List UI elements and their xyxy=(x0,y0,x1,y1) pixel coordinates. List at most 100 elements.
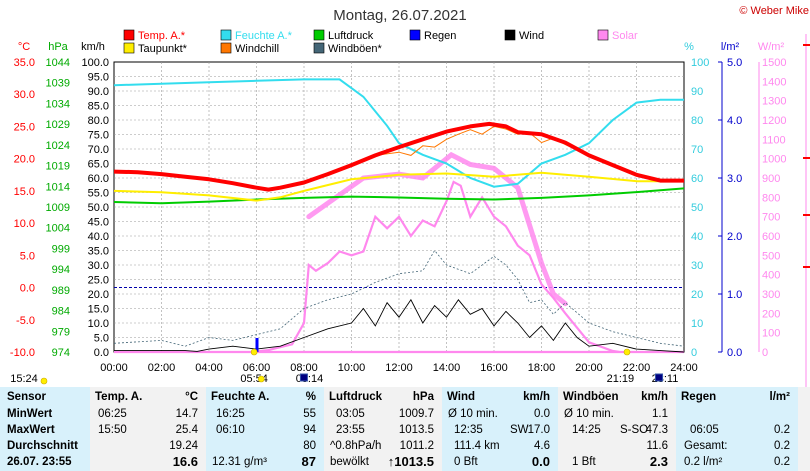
wind-tick-label: 20.0 xyxy=(88,289,109,301)
solar-tick-label: 1200 xyxy=(762,115,786,127)
wind-distance: 111.4 km xyxy=(454,440,500,452)
header-sensor: Sensor xyxy=(7,391,46,403)
header-temp: Temp. A. xyxy=(95,391,143,403)
rain-current-value: 0.2 xyxy=(774,456,790,468)
rain-bar xyxy=(255,338,259,352)
humidity-min-value: 55 xyxy=(303,408,316,420)
wind-tick-label: 40.0 xyxy=(88,231,109,243)
solar-unit-label: W/m² xyxy=(758,41,785,53)
gust-avg-value: 11.6 xyxy=(646,440,668,452)
solar-tick-label: 1400 xyxy=(762,76,786,88)
legend-swatch xyxy=(504,29,516,41)
gust-avg10-value: 1.1 xyxy=(652,408,668,420)
pressure-max-time: 23:55 xyxy=(336,424,365,436)
legend-label: Windchill xyxy=(235,43,279,55)
solar-tick-label: 300 xyxy=(762,289,780,301)
pressure-current-value: ↑1013.5 xyxy=(387,454,434,469)
wind-tick-label: 100.0 xyxy=(81,57,109,69)
chart-title: Montag, 26.07.2021 xyxy=(333,7,466,24)
rain-tick-label: 4.0 xyxy=(727,115,742,127)
pressure-min-value: 1009.7 xyxy=(398,408,434,420)
column-temp: Temp. A. °C 06:25 14.7 15:50 25.4 19.24 … xyxy=(90,387,206,471)
windchill-line xyxy=(351,125,590,166)
temp-max-value: 25.4 xyxy=(175,424,198,436)
legend-label: Windböen* xyxy=(328,43,383,55)
sun-icon xyxy=(623,348,631,356)
humidity-tick-label: 50 xyxy=(691,202,703,214)
humidity-tick-label: 100 xyxy=(691,57,709,69)
pressure-tick-label: 989 xyxy=(52,285,70,297)
time-tick-label: 08:00 xyxy=(290,362,318,374)
gust-max-direction: S-SO xyxy=(620,424,649,436)
gust-max-time: 14:25 xyxy=(572,424,601,436)
temp-tick-label: 20.0 xyxy=(14,154,35,166)
gusts-line xyxy=(113,249,685,347)
time-tick-label: 24:00 xyxy=(670,362,698,374)
column-wind: Wind km/h Ø 10 min. 0.0 12:35 SW 17.0 11… xyxy=(442,387,558,471)
header-temp-unit: °C xyxy=(185,391,198,403)
pressure-line xyxy=(113,187,685,205)
rain-total-label: Gesamt: xyxy=(684,440,728,452)
header-gusts: Windböen xyxy=(563,391,619,403)
legend-swatch xyxy=(220,29,232,41)
solar-tick-label: 1500 xyxy=(762,57,786,69)
wind-tick-label: 55.0 xyxy=(88,188,109,200)
pressure-tick-label: 999 xyxy=(52,243,70,255)
legend-swatch xyxy=(409,29,421,41)
pressure-avg-value: 1011.2 xyxy=(399,440,434,452)
time-tick-label: 22:00 xyxy=(623,362,651,374)
wind-avg-value: 4.6 xyxy=(534,440,550,452)
wind-tick-label: 75.0 xyxy=(88,130,109,142)
solar-tick-label: 100 xyxy=(762,328,780,340)
legend-label: Temp. A.* xyxy=(138,30,186,42)
temp-min-time: 06:25 xyxy=(98,408,127,420)
pressure-tick-label: 1014 xyxy=(46,181,70,193)
wind-tick-label: 90.0 xyxy=(88,86,109,98)
column-gusts: Windböen km/h Ø 10 min. 1.1 14:25 S-SO 4… xyxy=(558,387,676,471)
solar-tick-label: 400 xyxy=(762,270,780,282)
rain-unit-label: l/m² xyxy=(721,41,740,53)
sun-icon xyxy=(257,375,265,383)
wind-max-time: 12:35 xyxy=(454,424,483,436)
temp-current-value: 16.6 xyxy=(172,454,198,469)
moon-icon xyxy=(655,373,663,382)
row-label-avg: Durchschnitt xyxy=(7,440,78,452)
humidity-max-time: 06:10 xyxy=(216,424,245,436)
header-wind: Wind xyxy=(447,391,475,403)
rain-tick-label: 2.0 xyxy=(727,231,742,243)
wind-tick-label: 80.0 xyxy=(88,115,109,127)
time-tick-label: 00:00 xyxy=(100,362,128,374)
humidity-min-time: 16:25 xyxy=(216,408,245,420)
time-tick-label: 18:00 xyxy=(528,362,556,374)
rain-max-value: 0.2 xyxy=(774,424,790,436)
wind-avg10-value: 0.0 xyxy=(534,408,550,420)
temp-tick-label: -10.0 xyxy=(10,347,35,359)
rain-tick-label: 3.0 xyxy=(727,173,742,185)
legend: Temp. A.* Feuchte A.* Luftdruck Regen Wind So… xyxy=(123,29,638,55)
rain-current-label: 0.2 l/m² xyxy=(684,456,723,468)
pressure-forecast: bewölkt xyxy=(330,456,369,468)
sun-icon xyxy=(40,377,48,385)
header-gusts-unit: km/h xyxy=(641,391,668,403)
temp-max-time: 15:50 xyxy=(98,424,127,436)
legend-swatch xyxy=(123,42,135,54)
wind-tick-label: 70.0 xyxy=(88,144,109,156)
wind-max-direction: SW xyxy=(510,424,529,436)
wind-tick-label: 15.0 xyxy=(88,304,109,316)
statistics-table: Sensor MinWert MaxWert Durchschnitt 26.0… xyxy=(0,387,810,471)
pressure-tick-label: 1034 xyxy=(46,98,70,110)
wind-tick-label: 10.0 xyxy=(88,318,109,330)
row-label-max: MaxWert xyxy=(7,424,55,436)
pressure-tick-label: 984 xyxy=(52,306,70,318)
wind-tick-label: 50.0 xyxy=(88,202,109,214)
sun-icon xyxy=(250,348,258,356)
temp-tick-label: 5.0 xyxy=(20,250,35,262)
wind-tick-label: 35.0 xyxy=(88,246,109,258)
wind-tick-label: 60.0 xyxy=(88,173,109,185)
legend-swatch xyxy=(597,29,609,41)
legend-swatch xyxy=(123,29,135,41)
gust-beaufort: 1 Bft xyxy=(572,456,596,468)
header-humidity: Feuchte A. xyxy=(211,391,270,403)
time-tick-label: 12:00 xyxy=(385,362,413,374)
gust-current-value: 2.3 xyxy=(649,454,668,469)
